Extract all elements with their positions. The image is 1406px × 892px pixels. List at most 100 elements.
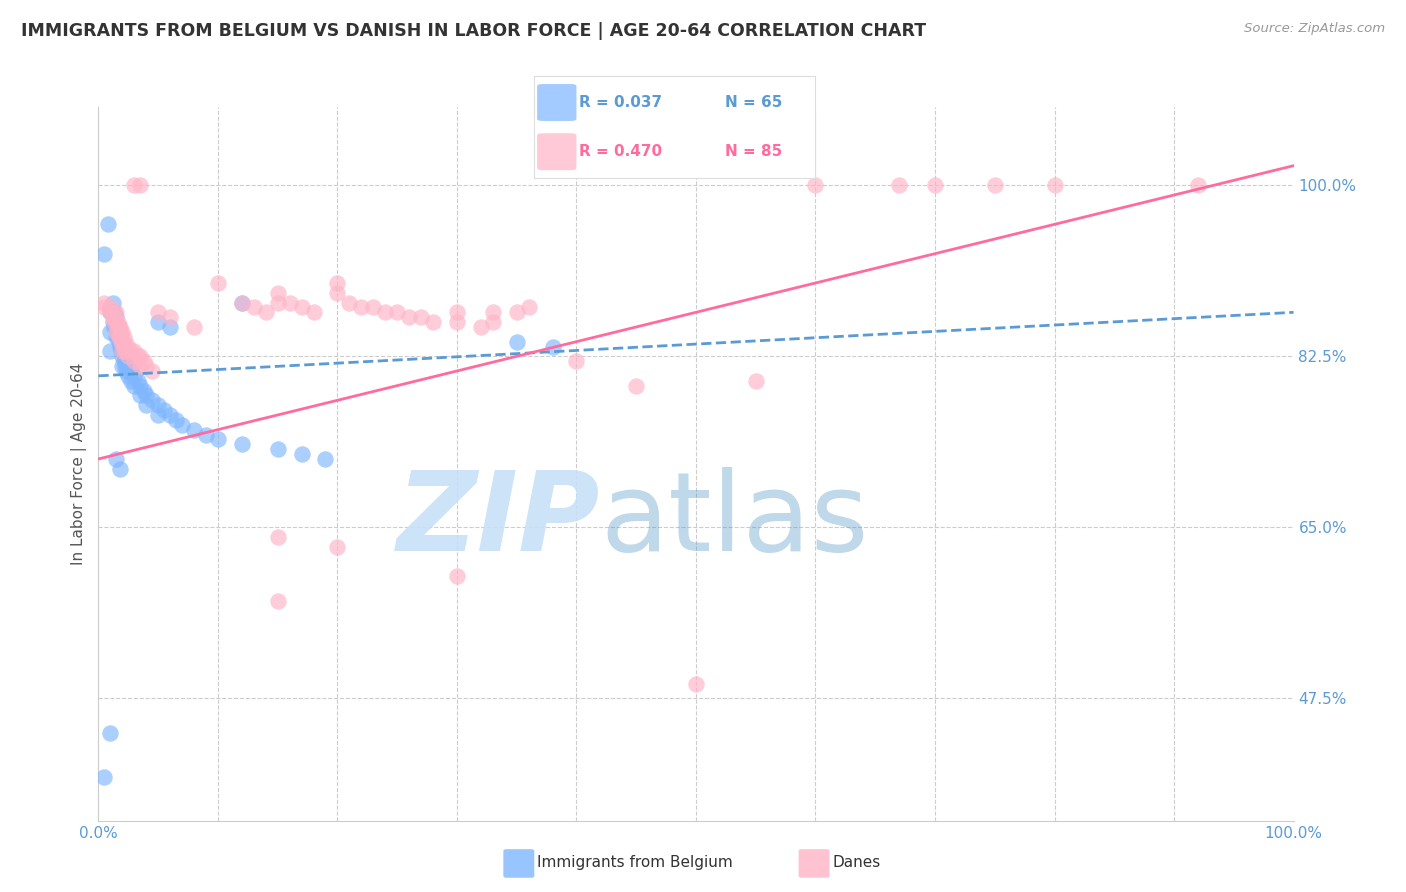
Text: R = 0.470: R = 0.470: [579, 145, 662, 160]
FancyBboxPatch shape: [537, 133, 576, 170]
Point: [107, 325, 129, 339]
Point: [159, 408, 181, 422]
Point: [117, 339, 139, 353]
Point: [108, 339, 131, 353]
Point: [111, 325, 134, 339]
Point: [267, 530, 290, 544]
Point: [103, 305, 125, 319]
Point: [105, 315, 128, 329]
Point: [124, 378, 146, 392]
Point: [302, 305, 325, 319]
Point: [124, 368, 146, 383]
Text: Source: ZipAtlas.com: Source: ZipAtlas.com: [1244, 22, 1385, 36]
Point: [114, 359, 136, 373]
Point: [565, 354, 588, 368]
Point: [132, 354, 155, 368]
Point: [103, 310, 125, 325]
Point: [112, 354, 135, 368]
Point: [114, 334, 136, 349]
Point: [114, 349, 136, 363]
Point: [129, 349, 152, 363]
Point: [107, 315, 129, 329]
Point: [148, 315, 170, 329]
Point: [97, 218, 120, 232]
Point: [98, 325, 122, 339]
Point: [267, 442, 290, 457]
Point: [107, 320, 129, 334]
Point: [111, 344, 134, 359]
Point: [267, 295, 290, 310]
Point: [626, 378, 648, 392]
Point: [117, 349, 139, 363]
Point: [107, 334, 129, 349]
Point: [1043, 178, 1066, 193]
Point: [105, 330, 128, 344]
Point: [411, 310, 433, 325]
Point: [141, 364, 163, 378]
Text: Danes: Danes: [832, 855, 880, 870]
Point: [107, 325, 129, 339]
Point: [129, 378, 152, 392]
Point: [110, 325, 132, 339]
Point: [110, 334, 132, 349]
Point: [120, 374, 142, 388]
Point: [446, 305, 468, 319]
Point: [135, 359, 157, 373]
Point: [159, 320, 181, 334]
Text: IMMIGRANTS FROM BELGIUM VS DANISH IN LABOR FORCE | AGE 20-64 CORRELATION CHART: IMMIGRANTS FROM BELGIUM VS DANISH IN LAB…: [21, 22, 927, 40]
Point: [93, 770, 115, 784]
Point: [129, 359, 152, 373]
Point: [183, 320, 205, 334]
Point: [93, 246, 115, 260]
Point: [243, 301, 266, 315]
Point: [326, 285, 349, 300]
Point: [105, 310, 128, 325]
Point: [385, 305, 409, 319]
Point: [124, 354, 146, 368]
Point: [98, 305, 122, 319]
Point: [207, 433, 229, 447]
Point: [117, 359, 139, 373]
Point: [291, 301, 314, 315]
Point: [159, 310, 181, 325]
Point: [172, 417, 194, 432]
Point: [804, 178, 827, 193]
Point: [117, 368, 139, 383]
Text: ZIP: ZIP: [396, 467, 600, 574]
Point: [110, 344, 132, 359]
Point: [326, 540, 349, 554]
Point: [135, 398, 157, 412]
Point: [110, 334, 132, 349]
Y-axis label: In Labor Force | Age 20-64: In Labor Force | Age 20-64: [72, 363, 87, 565]
Point: [112, 339, 135, 353]
Point: [129, 388, 152, 402]
Point: [350, 301, 373, 315]
Point: [446, 315, 468, 329]
Point: [93, 301, 115, 315]
Point: [111, 359, 134, 373]
Point: [153, 403, 176, 417]
Point: [98, 344, 122, 359]
Point: [194, 427, 218, 442]
Point: [141, 393, 163, 408]
Point: [685, 677, 707, 691]
Point: [231, 437, 253, 451]
Point: [984, 178, 1007, 193]
Point: [481, 305, 505, 319]
Point: [93, 295, 115, 310]
Point: [105, 452, 128, 467]
Point: [101, 315, 124, 329]
Point: [231, 295, 253, 310]
Point: [254, 305, 277, 319]
Point: [148, 305, 170, 319]
FancyBboxPatch shape: [537, 84, 576, 121]
Text: N = 65: N = 65: [725, 95, 783, 110]
Point: [101, 295, 124, 310]
Point: [422, 315, 444, 329]
Point: [103, 320, 125, 334]
Text: Immigrants from Belgium: Immigrants from Belgium: [537, 855, 733, 870]
Point: [115, 364, 138, 378]
Point: [111, 334, 134, 349]
Point: [506, 334, 529, 349]
Point: [267, 593, 290, 607]
